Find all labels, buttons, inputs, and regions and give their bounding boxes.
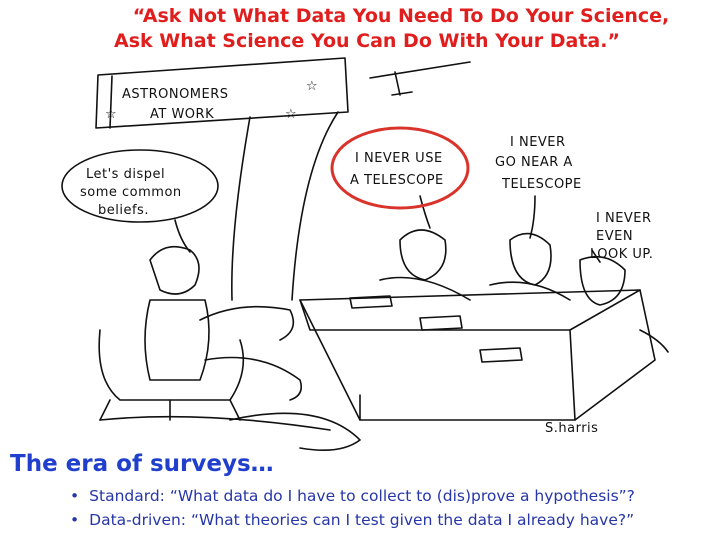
host-bubble-outline [61,149,219,223]
slide-quote: “Ask Not What Data You Need To Do Your S… [0,4,714,54]
panelist-2-head [509,232,552,286]
artist-signature: S.harris [545,421,598,436]
highlight-circle [330,126,470,210]
name-plates [349,295,523,363]
host-bubble-line-3: beliefs. [98,203,149,218]
sign-pole [231,116,251,301]
host-head [149,245,200,295]
panelist-1-head [399,229,447,281]
host-bubble-line-1: Let's dispel [86,167,165,182]
quote-line-2: Ask What Science You Can Do With Your Da… [114,30,620,52]
sign-text-2: AT WORK [150,107,214,122]
chair [98,329,245,401]
sign-text-1: ASTRONOMERS [122,87,229,102]
bullet-list: Standard: “What data do I have to collec… [70,484,635,532]
ceiling-fixture [369,61,471,96]
panelist-2-line-2: GO NEAR A [495,155,573,170]
panelist-3-head [579,255,626,306]
panel-desk [299,289,656,421]
star-icon: ☆ [105,107,117,122]
host-bubble-line-2: some common [80,185,182,200]
panelist-2-line-3: TELESCOPE [501,177,582,192]
bullet-data-driven: Data-driven: “What theories can I test g… [70,508,635,532]
quote-line-1: “Ask Not What Data You Need To Do Your S… [132,5,670,27]
panelist-1-line-1: I NEVER USE [355,151,443,166]
panelist-1-line-2: A TELESCOPE [350,173,444,188]
bullet-standard: Standard: “What data do I have to collec… [70,484,635,508]
star-icon: ☆ [306,79,318,94]
panelist-2-line-1: I NEVER [510,135,566,150]
star-icon: ☆ [285,107,297,122]
panelist-3-line-3: LOOK UP. [590,247,653,262]
panelist-3-line-1: I NEVER [596,211,652,226]
section-heading: The era of surveys… [10,451,274,477]
panelist-3-line-2: EVEN [596,229,633,244]
sign-board [95,57,349,129]
